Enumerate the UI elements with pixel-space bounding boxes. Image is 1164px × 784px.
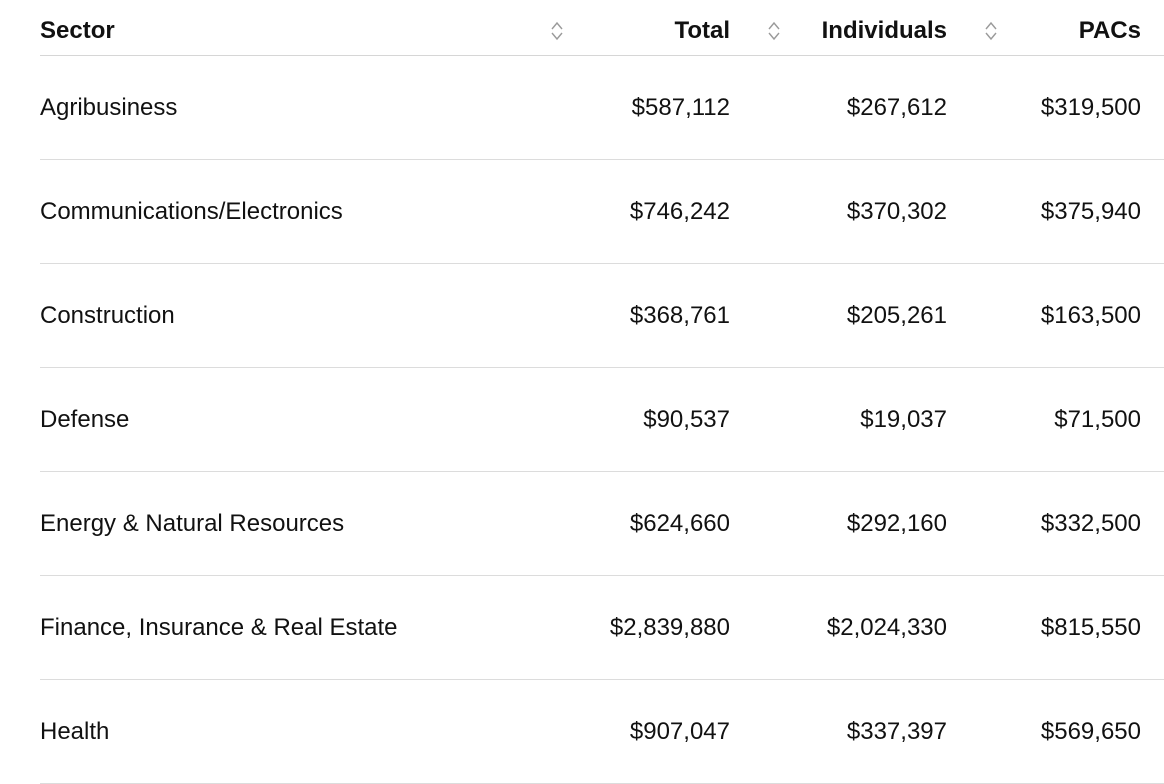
cell-total: $624,660 (629, 509, 730, 537)
sort-sector-icon[interactable] (547, 6, 567, 55)
cell-total: $368,761 (629, 301, 730, 329)
cell-individuals: $370,302 (846, 197, 947, 225)
contributions-by-sector-table: Sector Total Individuals PACs Agribusine… (40, 0, 1164, 784)
cell-pacs: $815,550 (1040, 613, 1141, 641)
table-header: Sector Total Individuals PACs (40, 0, 1164, 56)
cell-pacs: $163,500 (1040, 301, 1141, 329)
table-row: Defense $90,537 $19,037 $71,500 (40, 368, 1164, 472)
sort-total-icon[interactable] (764, 6, 784, 55)
table-row: Construction $368,761 $205,261 $163,500 (40, 264, 1164, 368)
cell-pacs: $332,500 (1040, 509, 1141, 537)
cell-total: $746,242 (629, 197, 730, 225)
cell-sector: Communications/Electronics (40, 197, 343, 225)
cell-sector: Agribusiness (40, 93, 178, 121)
table-row: Health $907,047 $337,397 $569,650 (40, 680, 1164, 784)
cell-individuals: $2,024,330 (826, 613, 947, 641)
cell-total: $587,112 (631, 93, 730, 121)
column-header-total[interactable]: Total (674, 16, 730, 44)
table-row: Finance, Insurance & Real Estate $2,839,… (40, 576, 1164, 680)
table-row: Communications/Electronics $746,242 $370… (40, 160, 1164, 264)
table-row: Energy & Natural Resources $624,660 $292… (40, 472, 1164, 576)
cell-sector: Defense (40, 405, 130, 433)
column-header-sector[interactable]: Sector (40, 16, 115, 44)
table-row: Agribusiness $587,112 $267,612 $319,500 (40, 56, 1164, 160)
cell-total: $90,537 (643, 405, 730, 433)
column-header-individuals[interactable]: Individuals (821, 16, 947, 44)
cell-sector: Construction (40, 301, 175, 329)
cell-individuals: $337,397 (846, 717, 947, 745)
sort-individuals-icon[interactable] (981, 6, 1001, 55)
cell-pacs: $375,940 (1040, 197, 1141, 225)
cell-sector: Health (40, 717, 110, 745)
cell-individuals: $205,261 (846, 301, 947, 329)
column-header-pacs[interactable]: PACs (1078, 16, 1141, 44)
cell-sector: Energy & Natural Resources (40, 509, 345, 537)
cell-total: $2,839,880 (609, 613, 730, 641)
cell-total: $907,047 (629, 717, 730, 745)
cell-pacs: $71,500 (1054, 405, 1141, 433)
cell-pacs: $319,500 (1040, 93, 1141, 121)
cell-pacs: $569,650 (1040, 717, 1141, 745)
cell-individuals: $292,160 (846, 509, 947, 537)
cell-individuals: $19,037 (860, 405, 947, 433)
cell-sector: Finance, Insurance & Real Estate (40, 613, 398, 641)
cell-individuals: $267,612 (846, 93, 947, 121)
